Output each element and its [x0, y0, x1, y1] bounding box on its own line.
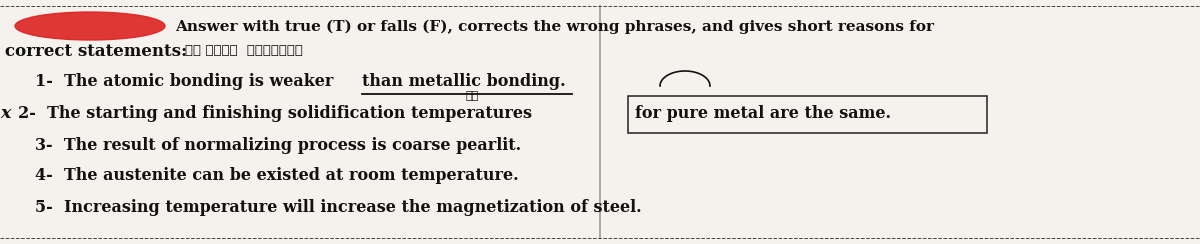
Text: x: x: [0, 105, 11, 122]
Text: 3-  The result of normalizing process is coarse pearlit.: 3- The result of normalizing process is …: [35, 136, 521, 153]
Text: Answer with true (T) or falls (F), corrects the wrong phrases, and gives short r: Answer with true (T) or falls (F), corre…: [175, 20, 934, 34]
Text: 1-  The atomic bonding is weaker: 1- The atomic bonding is weaker: [35, 72, 340, 90]
Ellipse shape: [14, 12, 166, 40]
Text: من اضعف  الرابطة: من اضعف الرابطة: [185, 44, 302, 58]
Text: 4-  The austenite can be existed at room temperature.: 4- The austenite can be existed at room …: [35, 167, 518, 184]
Text: بل: بل: [466, 91, 479, 101]
Text: for pure metal are the same.: for pure metal are the same.: [635, 105, 890, 122]
Text: than metallic bonding.: than metallic bonding.: [362, 72, 565, 90]
Text: 5-  Increasing temperature will increase the magnetization of steel.: 5- Increasing temperature will increase …: [35, 199, 642, 215]
Text: 2-  The starting and finishing solidification temperatures: 2- The starting and finishing solidifica…: [18, 105, 538, 122]
Text: correct statements:: correct statements:: [5, 42, 187, 60]
